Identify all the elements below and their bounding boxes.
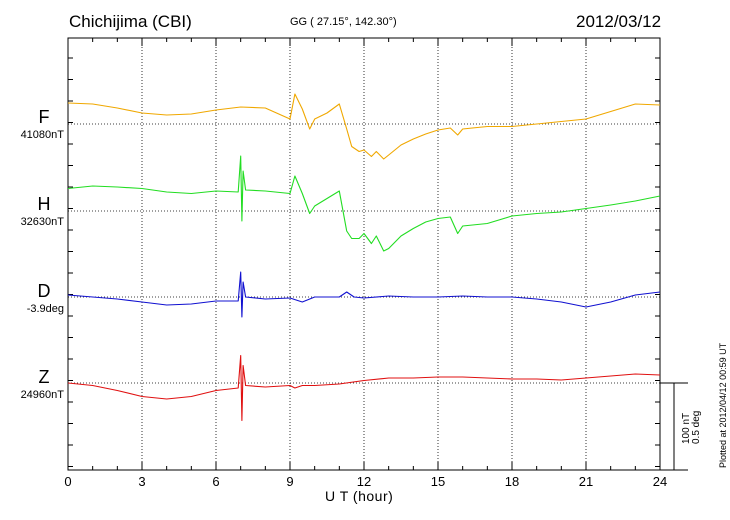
x-tick-label: 24 <box>652 474 668 489</box>
channel-d-baseline: -3.9deg <box>26 303 64 315</box>
series-line-z <box>67 354 661 422</box>
x-tick-label: 21 <box>578 474 594 489</box>
x-tick-label: 0 <box>64 474 72 489</box>
date-label: 2012/03/12 <box>576 12 662 31</box>
series-line-d <box>67 271 661 318</box>
channel-z-baseline: 24960nT <box>20 389 64 401</box>
x-tick-label: 15 <box>430 474 446 489</box>
station-title: Chichijima (CBI) <box>69 12 192 31</box>
channel-f-baseline: 41080nT <box>20 129 64 141</box>
x-axis-title: U T (hour) <box>325 488 394 504</box>
coords-label: GG ( 27.15°, 142.30°) <box>290 16 397 28</box>
channel-d-letter: D <box>37 281 51 301</box>
channel-f-letter: F <box>38 107 50 127</box>
x-tick-label: 6 <box>212 474 220 489</box>
channel-h-letter: H <box>37 194 51 214</box>
x-tick-label: 3 <box>138 474 146 489</box>
series-line-h <box>67 155 661 252</box>
x-tick-label: 9 <box>286 474 294 489</box>
x-tick-label: 12 <box>356 474 372 489</box>
channel-h-baseline: 32630nT <box>20 216 64 228</box>
channel-z-letter: Z <box>38 367 50 387</box>
series-line-f <box>67 93 661 160</box>
x-tick-label: 18 <box>504 474 520 489</box>
